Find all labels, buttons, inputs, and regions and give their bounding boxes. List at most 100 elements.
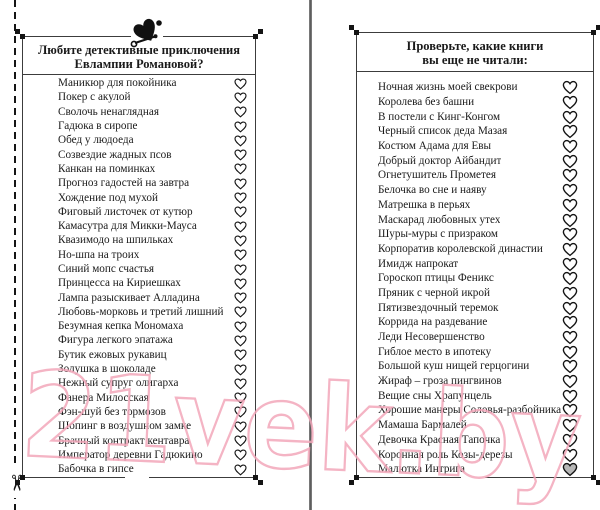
book-row: Но-шпа на троих	[58, 248, 248, 262]
heart-checkbox[interactable]	[561, 328, 579, 346]
heart-checkbox[interactable]	[561, 78, 579, 96]
book-title: Покер с акулой	[58, 91, 131, 104]
book-row: Брачный контракт кентавра	[58, 433, 248, 447]
book-title: Брачный контракт кентавра	[58, 434, 190, 447]
book-title: Фиговый листочек от кутюр	[58, 205, 193, 218]
left-page: Любите детективные приключения Евлампии …	[20, 18, 258, 480]
book-row: Гороскоп птицы Феникс	[378, 271, 579, 286]
book-title: Фигура легкого эпатажа	[58, 334, 173, 347]
heart-checkbox[interactable]	[561, 460, 579, 478]
heart-checkbox[interactable]	[233, 247, 248, 262]
book-row: Корпоратив королевской династии	[378, 242, 579, 257]
heart-checkbox[interactable]	[561, 357, 579, 375]
heart-checkbox[interactable]	[233, 333, 248, 348]
heart-checkbox[interactable]	[233, 376, 248, 391]
book-title: Безумная кепка Мономаха	[58, 320, 184, 333]
heart-checkbox[interactable]	[233, 290, 248, 305]
heart-checkbox[interactable]	[561, 416, 579, 434]
heart-checkbox[interactable]	[561, 255, 579, 273]
heart-checkbox[interactable]	[233, 190, 248, 205]
heart-checkbox[interactable]	[233, 433, 248, 448]
heart-checkbox[interactable]	[233, 447, 248, 462]
book-title: Королева без башни	[378, 96, 475, 109]
book-title: Бабочка в гипсе	[58, 463, 134, 476]
frame-corner	[253, 475, 258, 480]
heart-checkbox[interactable]	[233, 462, 248, 477]
book-title: Огнетушитель Прометея	[378, 169, 496, 182]
heart-checkbox[interactable]	[233, 276, 248, 291]
heart-checkbox[interactable]	[561, 137, 579, 155]
heart-checkbox[interactable]	[561, 93, 579, 111]
book-row: Огнетушитель Прометея	[378, 168, 579, 183]
heart-checkbox[interactable]	[561, 401, 579, 419]
heart-checkbox[interactable]	[561, 181, 579, 199]
heart-checkbox[interactable]	[561, 166, 579, 184]
cut-dashed-line	[14, 0, 16, 510]
book-title: Гиблое место в ипотеку	[378, 345, 492, 358]
heart-checkbox[interactable]	[233, 362, 248, 377]
heart-checkbox[interactable]	[561, 152, 579, 170]
heart-checkbox[interactable]	[233, 304, 248, 319]
heart-checkbox[interactable]	[561, 372, 579, 390]
scissors-mask	[6, 468, 24, 498]
heart-checkbox[interactable]	[561, 269, 579, 287]
book-row: Девочка Красная Тапочка	[378, 433, 579, 448]
book-row: Мамаша Бармалей	[378, 418, 579, 433]
frame-corner	[20, 475, 25, 480]
heart-checkbox[interactable]	[561, 196, 579, 214]
book-row: Ночная жизнь моей свекрови	[378, 80, 579, 95]
heart-checkbox[interactable]	[233, 161, 248, 176]
book-title: Хорошие манеры Соловья-разбойника	[378, 404, 561, 417]
heart-checkbox[interactable]	[233, 419, 248, 434]
heart-checkbox[interactable]	[561, 446, 579, 464]
heart-checkbox[interactable]	[233, 76, 248, 91]
heart-checkbox[interactable]	[561, 240, 579, 258]
heart-checkbox[interactable]	[233, 176, 248, 191]
heart-checkbox[interactable]	[561, 299, 579, 317]
heart-checkbox[interactable]	[233, 262, 248, 277]
heart-checkbox[interactable]	[561, 284, 579, 302]
heart-checkbox[interactable]	[561, 108, 579, 126]
heart-checkbox[interactable]	[561, 313, 579, 331]
book-title: Добрый доктор Айбандит	[378, 154, 502, 167]
book-title: Любовь-морковь и третий лишний	[58, 305, 224, 318]
heart-checkbox[interactable]	[561, 431, 579, 449]
heart-checkbox[interactable]	[233, 390, 248, 405]
book-row: Шопинг в воздушном замке	[58, 419, 248, 433]
book-title: Прогноз гадостей на завтра	[58, 177, 190, 190]
book-row: Камасутра для Микки-Мауса	[58, 219, 248, 233]
heart-checkbox[interactable]	[233, 133, 248, 148]
heart-checkbox[interactable]	[233, 404, 248, 419]
heart-checkbox[interactable]	[561, 343, 579, 361]
heart-checkbox[interactable]	[561, 122, 579, 140]
book-row: Добрый доктор Айбандит	[378, 152, 579, 170]
book-row: Пряник с черной икрой	[378, 286, 579, 301]
heart-checkbox[interactable]	[233, 319, 248, 334]
heart-checkbox[interactable]	[233, 119, 248, 134]
heart-checkbox[interactable]	[561, 225, 579, 243]
heart-checkbox[interactable]	[233, 104, 248, 119]
book-title: Шуры-муры с призраком	[378, 228, 498, 241]
book-row: Вещие сны Храпунцель	[378, 387, 579, 405]
heart-checkbox[interactable]	[233, 204, 248, 219]
book-row: Имидж напрокат	[378, 256, 579, 271]
book-title: Гороскоп птицы Феникс	[378, 272, 494, 285]
heart-checkbox[interactable]	[233, 90, 248, 105]
heart-checkbox[interactable]	[561, 387, 579, 405]
heart-checkbox[interactable]	[233, 147, 248, 162]
book-title: Пряник с черной икрой	[378, 286, 490, 299]
book-row: Коронная роль Козы-дерезы	[378, 447, 579, 462]
book-title: Пятизвездочный теремок	[378, 301, 499, 314]
pierced-heart-icon	[130, 18, 163, 48]
book-row: Принцесса на Кириешках	[58, 276, 248, 290]
heart-checkbox[interactable]	[233, 219, 248, 234]
book-title: Гадюка в сиропе	[58, 120, 138, 133]
heart-checkbox[interactable]	[233, 233, 248, 248]
book-row: Фэн-шуй без тормозов	[58, 405, 248, 419]
heart-checkbox[interactable]	[233, 347, 248, 362]
book-title: Фэн-шуй без тормозов	[58, 405, 166, 418]
left-page-title: Любите детективные приключения Евлампии …	[23, 37, 255, 75]
heart-checkbox[interactable]	[561, 211, 579, 229]
frame-corner	[591, 475, 596, 480]
